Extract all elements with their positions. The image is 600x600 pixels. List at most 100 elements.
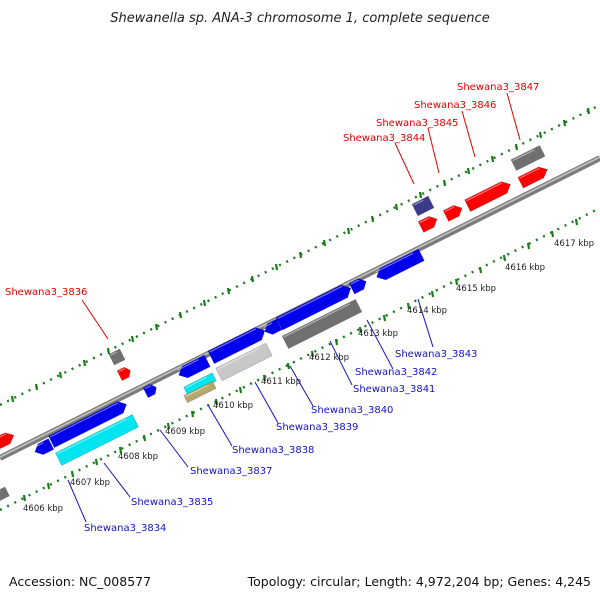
gene-red-3844-bevel [419,217,430,224]
connector-3847 [506,92,521,141]
reverse-gene-labels: Shewana3_3834 Shewana3_3835 Shewana3_383… [84,349,477,534]
ring-tick [370,215,375,223]
ring-tick [274,263,279,271]
ring-tick [358,326,363,334]
connector-3839 [254,381,279,424]
gene-blue-3842-bevel [277,285,343,320]
gene-tan-3838[interactable] [183,380,217,404]
scale-label: 4606 kbp [23,504,63,514]
gene-purple-3844[interactable] [411,195,435,217]
gene-blue-3839[interactable] [207,324,268,365]
ring-tick [154,323,159,331]
ring-tick [118,446,123,454]
ring-tick [214,398,219,406]
outer-major-ticks [10,107,591,403]
gene-blue-3843b-bevel [375,252,414,273]
ring-tick [286,362,291,370]
gene-red-3846[interactable] [464,178,514,212]
scale-label: 4607 kbp [70,478,110,488]
gene-blue-3843[interactable] [348,276,369,295]
gene-label-shewana3-3846[interactable]: Shewana3_3846 [414,100,496,111]
gene-blue-3839-bevel [209,328,257,353]
connector-3836 [81,299,109,340]
ring-tick [490,155,495,163]
ring-tick [502,254,507,262]
gene-grey-edge[interactable] [0,486,10,504]
gene-blue-3841-shape [264,318,283,335]
gene-blue-3838-bevel [177,358,200,371]
gene-red-3845[interactable] [442,203,464,222]
gene-blue-3838[interactable] [176,354,211,381]
gene-label-shewana3-3836[interactable]: Shewana3_3836 [5,287,87,298]
ring-tick [250,275,255,283]
ring-tick [190,410,195,418]
ring-tick [382,314,387,322]
gene-label-shewana3-3843[interactable]: Shewana3_3843 [395,349,477,360]
gene-red-3847[interactable] [517,164,550,189]
ring-tick [34,383,39,391]
gene-red-edge-bevel [0,433,6,441]
gene-label-shewana3-3842[interactable]: Shewana3_3842 [355,367,437,378]
gene-grey-edge-shape [0,486,10,504]
gene-label-shewana3-3845[interactable]: Shewana3_3845 [376,118,458,129]
gene-red-edge[interactable] [0,430,17,451]
gene-cyan-3838[interactable] [183,372,217,396]
gene-label-shewana3-3840[interactable]: Shewana3_3840 [311,405,393,416]
gene-label-shewana3-3838[interactable]: Shewana3_3838 [232,445,314,456]
scale-label: 4614 kbp [407,306,447,316]
ring-tick [106,347,111,355]
gene-tan-3838-shape [183,380,217,404]
gene-label-shewana3-3844[interactable]: Shewana3_3844 [343,133,425,144]
gene-red-3845-bevel [444,206,455,213]
gene-red-3836-shape [116,366,131,382]
scale-label: 4611 kbp [261,377,301,387]
gene-grey-3847-bevel [512,149,535,162]
gene-features [0,145,550,504]
gene-cyan-3838-shape [183,372,217,396]
gene-label-shewana3-3839[interactable]: Shewana3_3839 [276,422,358,433]
gene-red-3847-bevel [519,167,540,179]
gene-purple-3844-bevel [413,199,424,206]
gene-blue-3834[interactable] [32,438,55,458]
gene-label-shewana3-3834[interactable]: Shewana3_3834 [84,523,166,534]
scale-label: 4616 kbp [505,263,545,273]
gene-red-3845-shape [442,205,463,222]
gene-blue-3842[interactable] [275,282,354,331]
gene-grey-3842[interactable] [281,299,363,349]
gene-label-shewana3-3837[interactable]: Shewana3_3837 [190,466,272,477]
gene-grey-3842-bevel [283,303,351,338]
gene-label-shewana3-3841[interactable]: Shewana3_3841 [353,384,435,395]
gene-cyan-3835[interactable] [55,414,139,466]
gene-red-3844[interactable] [417,214,439,233]
gene-red-3836[interactable] [116,365,133,382]
scale-labels: 4606 kbp 4607 kbp 4608 kbp 4609 kbp 4610… [23,239,594,514]
ring-tick [418,191,423,199]
gene-blue-3835[interactable] [48,398,130,448]
gene-blue-3843b[interactable] [374,248,425,283]
gene-grey-3842-shape [281,299,363,349]
gene-lightgrey-3840-bevel [217,347,261,370]
gene-label-shewana3-3847[interactable]: Shewana3_3847 [457,82,539,93]
gene-label-shewana3-3835[interactable]: Shewana3_3835 [131,497,213,508]
connector-3835 [103,462,131,498]
gene-blue-3837[interactable] [142,382,159,399]
ring-tick [58,371,63,379]
gene-grey-3847[interactable] [510,145,546,171]
topology-summary-text: Topology: circular; Length: 4,972,204 bp… [247,574,591,589]
gene-grey-3836[interactable] [108,348,126,366]
scale-label: 4615 kbp [456,284,496,294]
ring-tick [142,434,147,442]
ring-tick [538,131,543,139]
gene-red-3846-bevel [465,182,503,202]
gene-blue-3841[interactable] [262,318,283,337]
connector-3845 [427,127,440,174]
ring-tick [94,458,99,466]
ring-tick [478,266,483,274]
connector-3840 [289,365,314,407]
gene-tan-3838-bevel [185,385,208,398]
ring-tick [202,299,207,307]
gene-blue-3842-shape [275,284,352,331]
inner-major-ticks [22,218,579,502]
gene-lightgrey-3840[interactable] [215,342,273,382]
ring-tick [166,422,171,430]
